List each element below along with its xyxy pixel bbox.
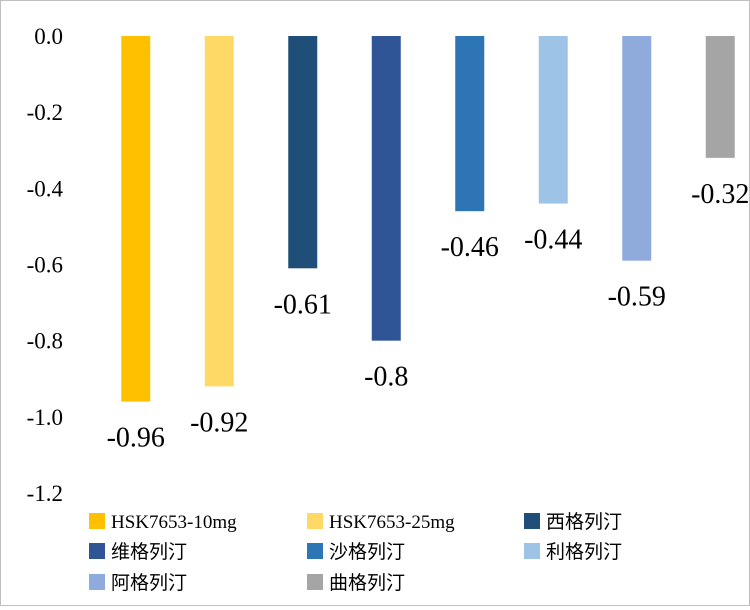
- bar: [455, 36, 485, 212]
- legend-label: 阿格列汀: [111, 572, 187, 594]
- legend-swatch: [89, 513, 105, 529]
- legend-swatch: [524, 543, 540, 559]
- y-tick-label: 0.0: [34, 24, 63, 49]
- bar: [371, 36, 401, 341]
- y-tick-label: -0.4: [27, 176, 64, 201]
- bar: [121, 36, 151, 402]
- legend-swatch: [307, 513, 323, 529]
- legend-label: 沙格列汀: [329, 541, 405, 563]
- legend-swatch: [307, 574, 323, 590]
- y-tick-label: -1.2: [27, 481, 63, 506]
- data-label: -0.46: [441, 232, 499, 263]
- legend-swatch: [524, 513, 540, 529]
- bar: [538, 36, 568, 204]
- bar: [204, 36, 234, 387]
- bar: [622, 36, 652, 261]
- data-label: -0.44: [524, 225, 582, 256]
- legend-swatch: [307, 543, 323, 559]
- legend-label: 曲格列汀: [329, 572, 405, 594]
- data-label: -0.8: [364, 362, 408, 393]
- data-label: -0.32: [691, 179, 749, 210]
- bar: [705, 36, 735, 158]
- legend-label: 利格列汀: [546, 541, 622, 563]
- legend-label: HSK7653-25mg: [329, 512, 455, 533]
- legend-label: 维格列汀: [111, 541, 187, 563]
- bars: [121, 36, 735, 402]
- data-label: -0.92: [190, 407, 248, 438]
- legend-label: 西格列汀: [546, 511, 622, 533]
- bar: [288, 36, 318, 269]
- y-tick-label: -0.8: [27, 329, 63, 354]
- data-labels: -0.96 -0.92 -0.61 -0.8 -0.46 -0.44 -0.59 -0.32: [107, 179, 750, 454]
- y-tick-label: -1.0: [27, 405, 63, 430]
- data-label: -0.61: [274, 289, 332, 320]
- legend-swatch: [89, 543, 105, 559]
- legend-label: HSK7653-10mg: [111, 512, 237, 533]
- data-label: -0.96: [107, 423, 165, 454]
- y-axis: 0.0 -0.2 -0.4 -0.6 -0.8 -1.0 -1.2: [27, 24, 64, 506]
- y-tick-label: -0.2: [27, 100, 63, 125]
- legend-swatch: [89, 574, 105, 590]
- data-label: -0.59: [608, 282, 666, 313]
- y-tick-label: -0.6: [27, 253, 63, 278]
